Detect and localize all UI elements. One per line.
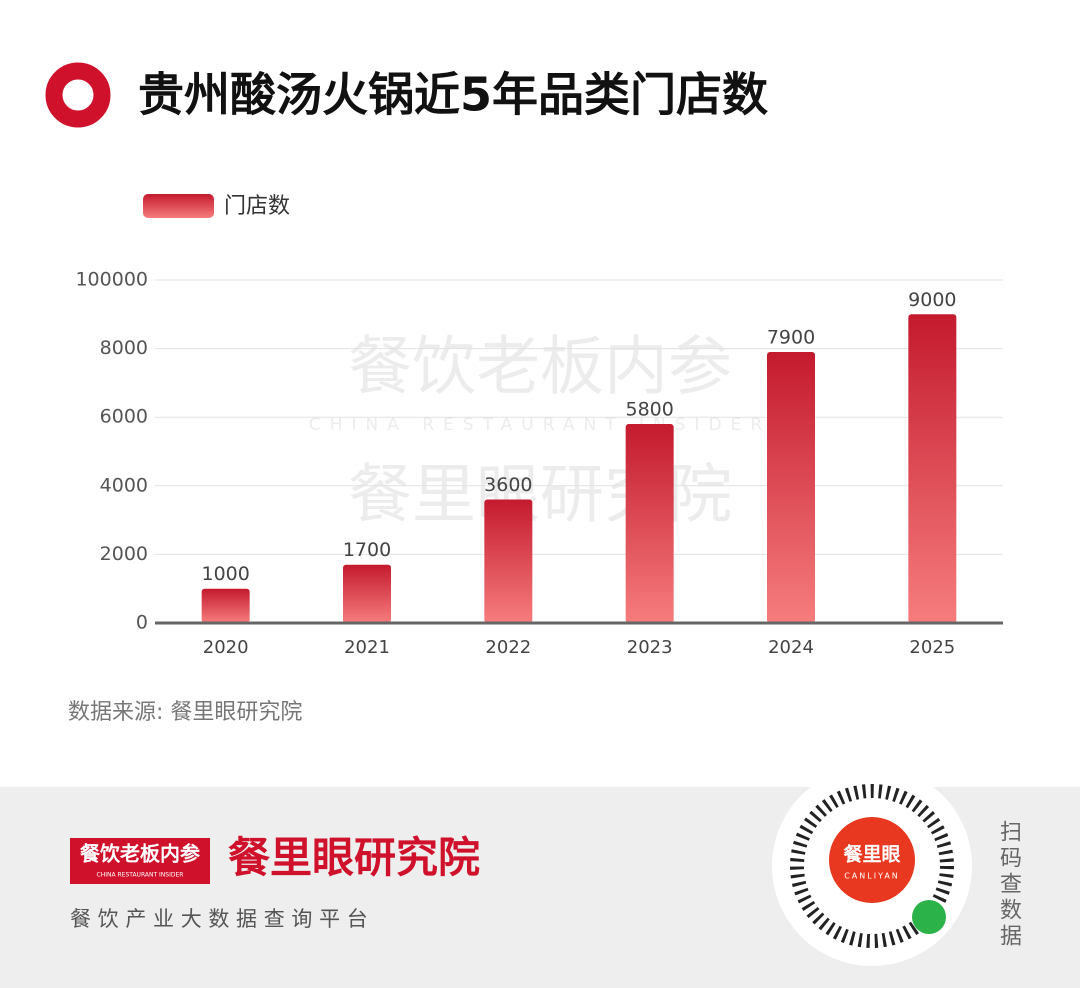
source: 数据来源: 餐里眼研究院 — [68, 700, 302, 725]
y-tick-label: 8000 — [100, 337, 148, 359]
data-label: 5800 — [625, 399, 673, 421]
x-tick-label: 2020 — [203, 637, 249, 658]
bar — [767, 352, 815, 623]
watermark: 餐饮老板内参 CHINA RESTAURANT INSIDER 餐里眼研究院 — [309, 331, 771, 533]
data-label: 1700 — [343, 539, 391, 561]
brand: 餐里眼研究院 — [228, 833, 480, 882]
bar — [484, 499, 533, 623]
y-tick-label: 6000 — [100, 406, 148, 428]
x-tick-label: 2025 — [909, 637, 955, 658]
bar — [625, 424, 674, 623]
bar — [201, 588, 250, 623]
watermark-text: 餐里眼研究院 — [348, 459, 732, 533]
y-tick-label: 0 — [136, 612, 148, 634]
scan-text: 扫码查数据 — [996, 820, 1022, 950]
data-label: 3600 — [484, 474, 532, 496]
data-label: 1000 — [201, 563, 249, 585]
bar — [908, 314, 957, 623]
x-tick-label: 2022 — [485, 637, 531, 658]
y-tick-label: 2000 — [100, 543, 148, 565]
legend-label: 门店数 — [224, 194, 290, 219]
qr-pattern — [790, 784, 954, 948]
title-icon — [45, 62, 111, 128]
data-label: 9000 — [908, 289, 956, 311]
qr-center — [829, 817, 915, 903]
bar — [343, 564, 391, 623]
y-tick-label: 4000 — [100, 474, 148, 496]
x-tick-label: 2021 — [344, 637, 390, 658]
chart-title: 贵州酸汤火锅近5年品类门店数 — [138, 68, 768, 122]
logo-box — [70, 838, 210, 884]
x-tick-label: 2023 — [627, 637, 673, 658]
x-tick-label: 2024 — [768, 637, 814, 658]
qr-sub: CANLIYAN — [844, 872, 900, 881]
tagline: 餐 饮 产 业 大 数 据 查 询 平 台 — [70, 907, 368, 931]
data-label: 7900 — [767, 327, 815, 349]
qr-badge — [912, 900, 946, 934]
legend-swatch — [143, 194, 214, 218]
logo-sub: CHINA RESTAURANT INSIDER — [97, 872, 184, 879]
logo-text: 餐饮老板内参 — [80, 842, 200, 866]
watermark-text: CHINA RESTAURANT INSIDER — [309, 415, 771, 435]
qr-title: 餐里眼 — [843, 843, 900, 866]
watermark-text: 餐饮老板内参 — [348, 331, 732, 405]
y-tick-label: 100000 — [75, 269, 148, 291]
